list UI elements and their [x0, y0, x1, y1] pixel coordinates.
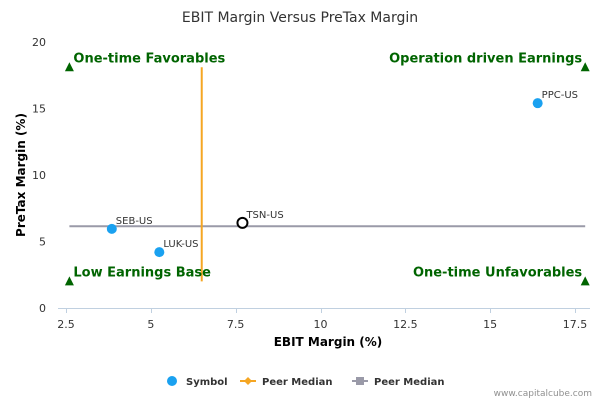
data-point [236, 216, 249, 229]
quadrant-label: One-time Favorables [73, 51, 225, 66]
quadrant-label: Operation driven Earnings [389, 51, 582, 66]
x-tick-label: 2.5 [57, 318, 75, 331]
y-axis-title: PreTax Margin (%) [14, 113, 28, 237]
legend-square-icon [356, 377, 364, 385]
y-tick-label: 0 [39, 302, 46, 315]
x-tick-label: 15 [483, 318, 497, 331]
legend-symbol-icon [167, 376, 177, 386]
data-point-label: SEB-US [116, 216, 153, 227]
x-tick-label: 12.5 [393, 318, 418, 331]
legend-diamond-icon [244, 377, 252, 385]
data-point [106, 223, 117, 234]
quadrant-marker-icon [64, 62, 74, 72]
quadrant-marker-icon [580, 62, 590, 72]
quadrant-label: One-time Unfavorables [413, 265, 582, 280]
data-point [532, 98, 543, 109]
plot-area: 2.5 5 7.5 10 12.5 15 17.5 0 5 10 15 20 One-time Favo… [32, 36, 590, 331]
y-tick-label: 15 [32, 103, 46, 116]
quadrant-label: Low Earnings Base [73, 265, 211, 280]
x-tick-label: 17.5 [563, 318, 588, 331]
chart-title: EBIT Margin Versus PreTax Margin [182, 10, 418, 26]
x-axis-title: EBIT Margin (%) [274, 335, 383, 349]
legend-label: Peer Median [374, 377, 445, 388]
y-tick-label: 10 [32, 169, 46, 182]
legend-label: Symbol [186, 377, 228, 388]
x-tick-label: 7.5 [227, 318, 245, 331]
data-point-label: TSN-US [245, 210, 283, 221]
legend: Symbol Peer Median Peer Median [167, 376, 445, 388]
data-point [154, 247, 165, 258]
x-tick-label: 10 [314, 318, 328, 331]
data-point-label: LUK-US [163, 239, 198, 250]
quadrant-marker-icon [64, 276, 74, 286]
quadrant-marker-icon [580, 276, 590, 286]
x-tick-label: 5 [147, 318, 154, 331]
legend-label: Peer Median [262, 377, 333, 388]
y-tick-label: 20 [32, 36, 46, 49]
credit-text: www.capitalcube.com [494, 389, 592, 399]
data-point-label: PPC-US [542, 90, 578, 101]
y-tick-label: 5 [39, 236, 46, 249]
